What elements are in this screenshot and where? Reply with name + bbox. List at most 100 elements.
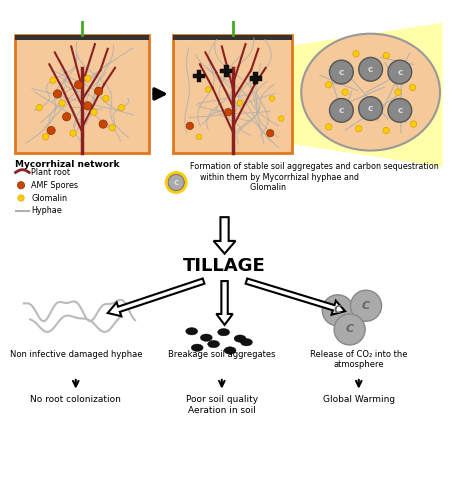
Text: c: c (338, 68, 343, 76)
Circle shape (325, 124, 331, 130)
Bar (331, 107, 350, 114)
Circle shape (18, 195, 24, 201)
Ellipse shape (200, 334, 212, 341)
Bar (15, 35, 149, 40)
Circle shape (333, 314, 364, 345)
Text: c: c (367, 65, 373, 74)
Circle shape (269, 96, 274, 101)
Circle shape (355, 125, 361, 132)
Circle shape (109, 124, 115, 131)
Circle shape (47, 126, 55, 134)
Bar (389, 107, 408, 114)
Bar (249, 76, 261, 81)
Circle shape (69, 130, 76, 136)
Circle shape (409, 121, 416, 127)
Bar (337, 62, 344, 82)
Ellipse shape (301, 34, 439, 151)
Circle shape (266, 130, 273, 137)
Bar (220, 69, 232, 73)
Circle shape (224, 108, 231, 116)
Ellipse shape (191, 344, 203, 351)
Polygon shape (291, 23, 442, 167)
Circle shape (168, 174, 184, 191)
Bar (396, 62, 402, 82)
Circle shape (50, 77, 56, 84)
Circle shape (237, 100, 242, 106)
Ellipse shape (234, 335, 246, 342)
Bar (173, 35, 291, 153)
Ellipse shape (224, 347, 236, 354)
Circle shape (352, 50, 358, 57)
Circle shape (94, 87, 102, 96)
Circle shape (329, 60, 353, 84)
Circle shape (408, 84, 415, 91)
Ellipse shape (217, 328, 229, 336)
Text: Formation of stable soil aggregates and carbon sequestration
    within them by : Formation of stable soil aggregates and … (189, 162, 438, 192)
Circle shape (36, 105, 42, 111)
Circle shape (382, 52, 388, 59)
Text: Release of CO₂ into the
atmosphere: Release of CO₂ into the atmosphere (309, 349, 407, 369)
Text: C: C (345, 324, 353, 335)
Circle shape (196, 134, 201, 140)
Circle shape (74, 81, 82, 89)
PathPatch shape (213, 217, 235, 254)
Circle shape (387, 98, 411, 122)
Text: c: c (397, 106, 402, 115)
Text: c: c (338, 106, 343, 115)
Text: C: C (333, 305, 341, 315)
Bar (331, 69, 350, 75)
Circle shape (53, 90, 61, 98)
Circle shape (84, 75, 90, 82)
Text: Hyphae: Hyphae (31, 206, 62, 216)
Text: No root colonization: No root colonization (30, 395, 121, 404)
Text: Plant root: Plant root (31, 168, 70, 177)
PathPatch shape (245, 278, 344, 315)
Circle shape (118, 105, 124, 111)
Circle shape (42, 133, 49, 140)
Ellipse shape (207, 340, 219, 348)
Circle shape (350, 290, 381, 321)
Bar (253, 72, 257, 84)
Bar (173, 176, 178, 189)
Text: Glomalin: Glomalin (31, 193, 67, 203)
Bar (337, 101, 344, 120)
Circle shape (358, 58, 382, 81)
Circle shape (205, 87, 210, 92)
Bar (15, 35, 149, 153)
Text: Breakage soil aggregates: Breakage soil aggregates (168, 349, 275, 359)
Circle shape (17, 181, 25, 189)
Circle shape (90, 109, 97, 115)
PathPatch shape (216, 281, 232, 325)
Text: Global Warming: Global Warming (322, 395, 394, 404)
PathPatch shape (108, 278, 204, 316)
Circle shape (278, 116, 283, 121)
Circle shape (59, 100, 65, 106)
Text: TILLAGE: TILLAGE (183, 256, 266, 275)
Circle shape (341, 89, 347, 96)
Circle shape (99, 120, 107, 128)
Ellipse shape (185, 328, 197, 335)
Bar (173, 35, 291, 40)
Bar (224, 65, 228, 77)
Bar (360, 66, 379, 72)
Circle shape (83, 102, 91, 110)
Circle shape (387, 60, 411, 84)
Circle shape (62, 113, 70, 121)
Circle shape (325, 82, 331, 88)
Circle shape (394, 89, 400, 96)
Text: Mycorrhizal network: Mycorrhizal network (15, 160, 119, 168)
Text: c: c (173, 178, 178, 187)
Text: c: c (367, 104, 373, 113)
Text: AMF Spores: AMF Spores (31, 181, 78, 190)
Bar (197, 70, 201, 82)
Text: Non infective damaged hyphae: Non infective damaged hyphae (10, 349, 142, 359)
Bar (193, 73, 205, 78)
Circle shape (329, 98, 353, 122)
Bar (367, 99, 373, 118)
Bar (169, 180, 182, 185)
Circle shape (322, 295, 353, 326)
Circle shape (102, 96, 109, 102)
Circle shape (358, 96, 382, 120)
Bar (396, 101, 402, 120)
Text: C: C (361, 301, 369, 311)
